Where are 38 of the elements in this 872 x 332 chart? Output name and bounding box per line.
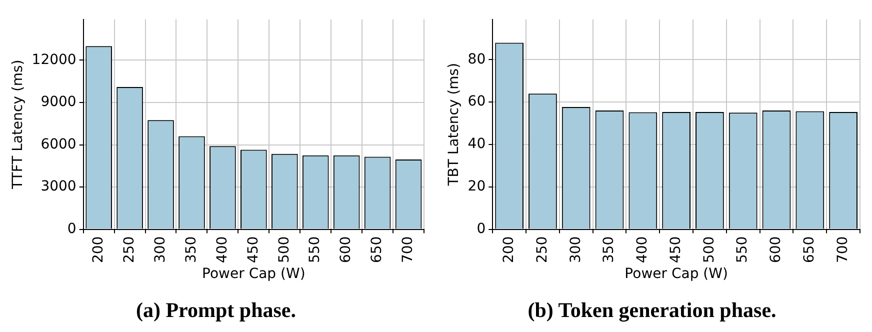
x-axis-title: Power Cap (W) (202, 266, 306, 282)
x-tick-label: 700 (834, 236, 851, 264)
text: (b) Token generation phase. (528, 298, 776, 322)
y-tick-label: 6000 (40, 136, 76, 152)
x-tick-label: 650 (369, 236, 386, 264)
x-tick-label: 300 (152, 236, 168, 264)
y-tick-label: 0 (67, 220, 76, 237)
x-tick-label: 200 (500, 236, 517, 264)
x-tick-label: 700 (400, 236, 416, 264)
x-tick-label: 600 (338, 236, 354, 264)
text: (a) Prompt phase. (136, 298, 296, 322)
y-tick-label: 60 (468, 94, 486, 110)
x-tick-label: 350 (183, 236, 200, 264)
y-tick-label: 3000 (40, 178, 76, 195)
x-tick-label: 250 (121, 236, 138, 264)
y-axis-title: TBT Latency (ms) (446, 62, 462, 187)
x-tick-label: 400 (214, 236, 230, 264)
x-tick-label: 500 (276, 236, 292, 264)
y-tick-label: 9000 (40, 94, 76, 110)
x-tick-label: 200 (90, 236, 106, 264)
x-tick-label: 300 (568, 236, 584, 264)
y-tick-label: 40 (468, 136, 486, 152)
x-tick-label: 350 (601, 236, 618, 264)
x-tick-label: 650 (802, 236, 818, 264)
y-tick-label: 12000 (32, 52, 76, 68)
y-tick-label: 80 (468, 51, 486, 68)
y-tick-label: 0 (476, 220, 486, 237)
x-axis-title: Power Cap (W) (624, 266, 728, 282)
x-tick-label: 500 (701, 236, 718, 264)
x-tick-label: 550 (734, 236, 751, 264)
x-tick-label: 250 (534, 236, 550, 264)
x-tick-label: 550 (307, 236, 324, 264)
x-tick-label: 400 (634, 236, 651, 264)
x-tick-label: 600 (768, 236, 784, 264)
y-axis-title: TTFT Latency (ms) (10, 60, 26, 190)
x-tick-label: 450 (668, 236, 684, 264)
x-tick-label: 450 (245, 236, 262, 264)
y-tick-label: 20 (468, 178, 486, 195)
